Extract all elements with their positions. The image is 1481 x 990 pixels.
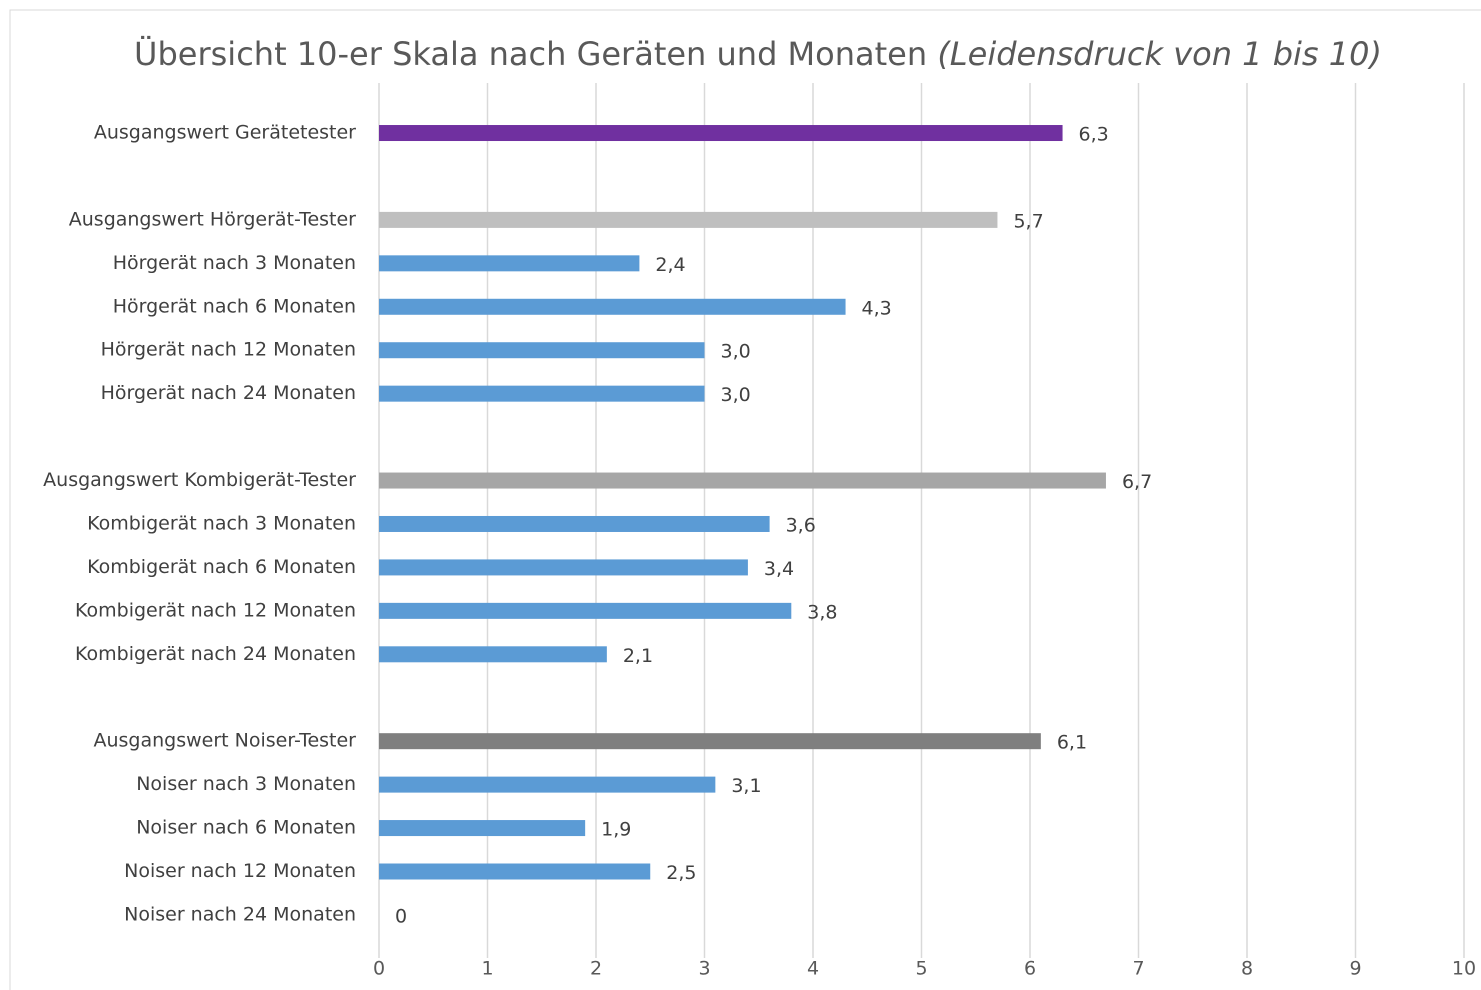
data-label: 4,3 bbox=[862, 297, 892, 319]
data-label: 2,1 bbox=[623, 645, 653, 667]
y-tick-label: Ausgangswert Kombigerät-Tester bbox=[43, 469, 356, 491]
y-tick-label: Ausgangswert Hörgerät-Tester bbox=[69, 208, 356, 230]
bar bbox=[379, 733, 1041, 750]
y-tick-label: Noiser nach 12 Monaten bbox=[124, 860, 356, 882]
data-label: 2,4 bbox=[655, 254, 685, 276]
x-tick-label: 5 bbox=[915, 958, 927, 980]
y-tick-label: Hörgerät nach 3 Monaten bbox=[113, 252, 356, 274]
chart-frame bbox=[9, 9, 1481, 990]
y-tick-label: Kombigerät nach 6 Monaten bbox=[87, 556, 356, 578]
bar bbox=[379, 515, 770, 532]
chart-title: Übersicht 10-er Skala nach Geräten und M… bbox=[134, 35, 927, 73]
bar bbox=[379, 776, 716, 793]
data-label: 3,1 bbox=[731, 775, 761, 797]
data-label: 3,0 bbox=[721, 384, 751, 406]
x-tick-label: 4 bbox=[807, 958, 819, 980]
data-label: 1,9 bbox=[601, 819, 631, 841]
y-tick-label: Ausgangswert Noiser-Tester bbox=[93, 730, 356, 752]
y-tick-label: Noiser nach 3 Monaten bbox=[136, 773, 356, 795]
bar bbox=[379, 342, 705, 359]
y-tick-label: Kombigerät nach 12 Monaten bbox=[75, 599, 356, 621]
y-tick-label: Hörgerät nach 24 Monaten bbox=[101, 382, 356, 404]
chart-title-group: Übersicht 10-er Skala nach Geräten und M… bbox=[134, 35, 1382, 73]
data-label: 6,3 bbox=[1079, 124, 1109, 146]
data-label: 6,1 bbox=[1057, 732, 1087, 754]
x-tick-label: 2 bbox=[590, 958, 602, 980]
x-tick-label: 0 bbox=[373, 958, 385, 980]
data-label: 3,6 bbox=[786, 514, 816, 536]
x-tick-label: 6 bbox=[1024, 958, 1036, 980]
data-label: 2,5 bbox=[666, 862, 696, 884]
data-label: 3,4 bbox=[764, 558, 794, 580]
x-tick-label: 9 bbox=[1349, 958, 1361, 980]
y-tick-label: Noiser nach 6 Monaten bbox=[136, 817, 356, 839]
y-tick-label: Noiser nach 24 Monaten bbox=[124, 903, 356, 925]
bar bbox=[379, 211, 998, 228]
data-label: 5,7 bbox=[1013, 210, 1043, 232]
bar bbox=[379, 255, 640, 272]
chart-subtitle: (Leidensdruck von 1 bis 10) bbox=[937, 35, 1382, 73]
data-label: 3,8 bbox=[807, 601, 837, 623]
bar bbox=[379, 559, 748, 576]
x-tick-label: 3 bbox=[698, 958, 710, 980]
bar bbox=[379, 602, 792, 619]
bar bbox=[379, 125, 1063, 142]
data-label: 3,0 bbox=[721, 341, 751, 363]
y-tick-label: Hörgerät nach 12 Monaten bbox=[101, 339, 356, 361]
bar bbox=[379, 385, 705, 402]
bar bbox=[379, 863, 651, 880]
data-label: 6,7 bbox=[1122, 471, 1152, 493]
bar bbox=[379, 820, 586, 837]
y-tick-label: Hörgerät nach 6 Monaten bbox=[113, 295, 356, 317]
x-tick-label: 10 bbox=[1452, 958, 1476, 980]
y-tick-label: Kombigerät nach 3 Monaten bbox=[87, 512, 356, 534]
x-tick-label: 7 bbox=[1132, 958, 1144, 980]
bar bbox=[379, 472, 1106, 489]
x-tick-label: 1 bbox=[481, 958, 493, 980]
bar bbox=[379, 298, 846, 315]
y-tick-label: Ausgangswert Gerätetester bbox=[94, 122, 356, 144]
bar bbox=[379, 646, 607, 663]
y-tick-label: Kombigerät nach 24 Monaten bbox=[75, 643, 356, 665]
x-tick-label: 8 bbox=[1241, 958, 1253, 980]
data-label: 0 bbox=[395, 905, 407, 927]
